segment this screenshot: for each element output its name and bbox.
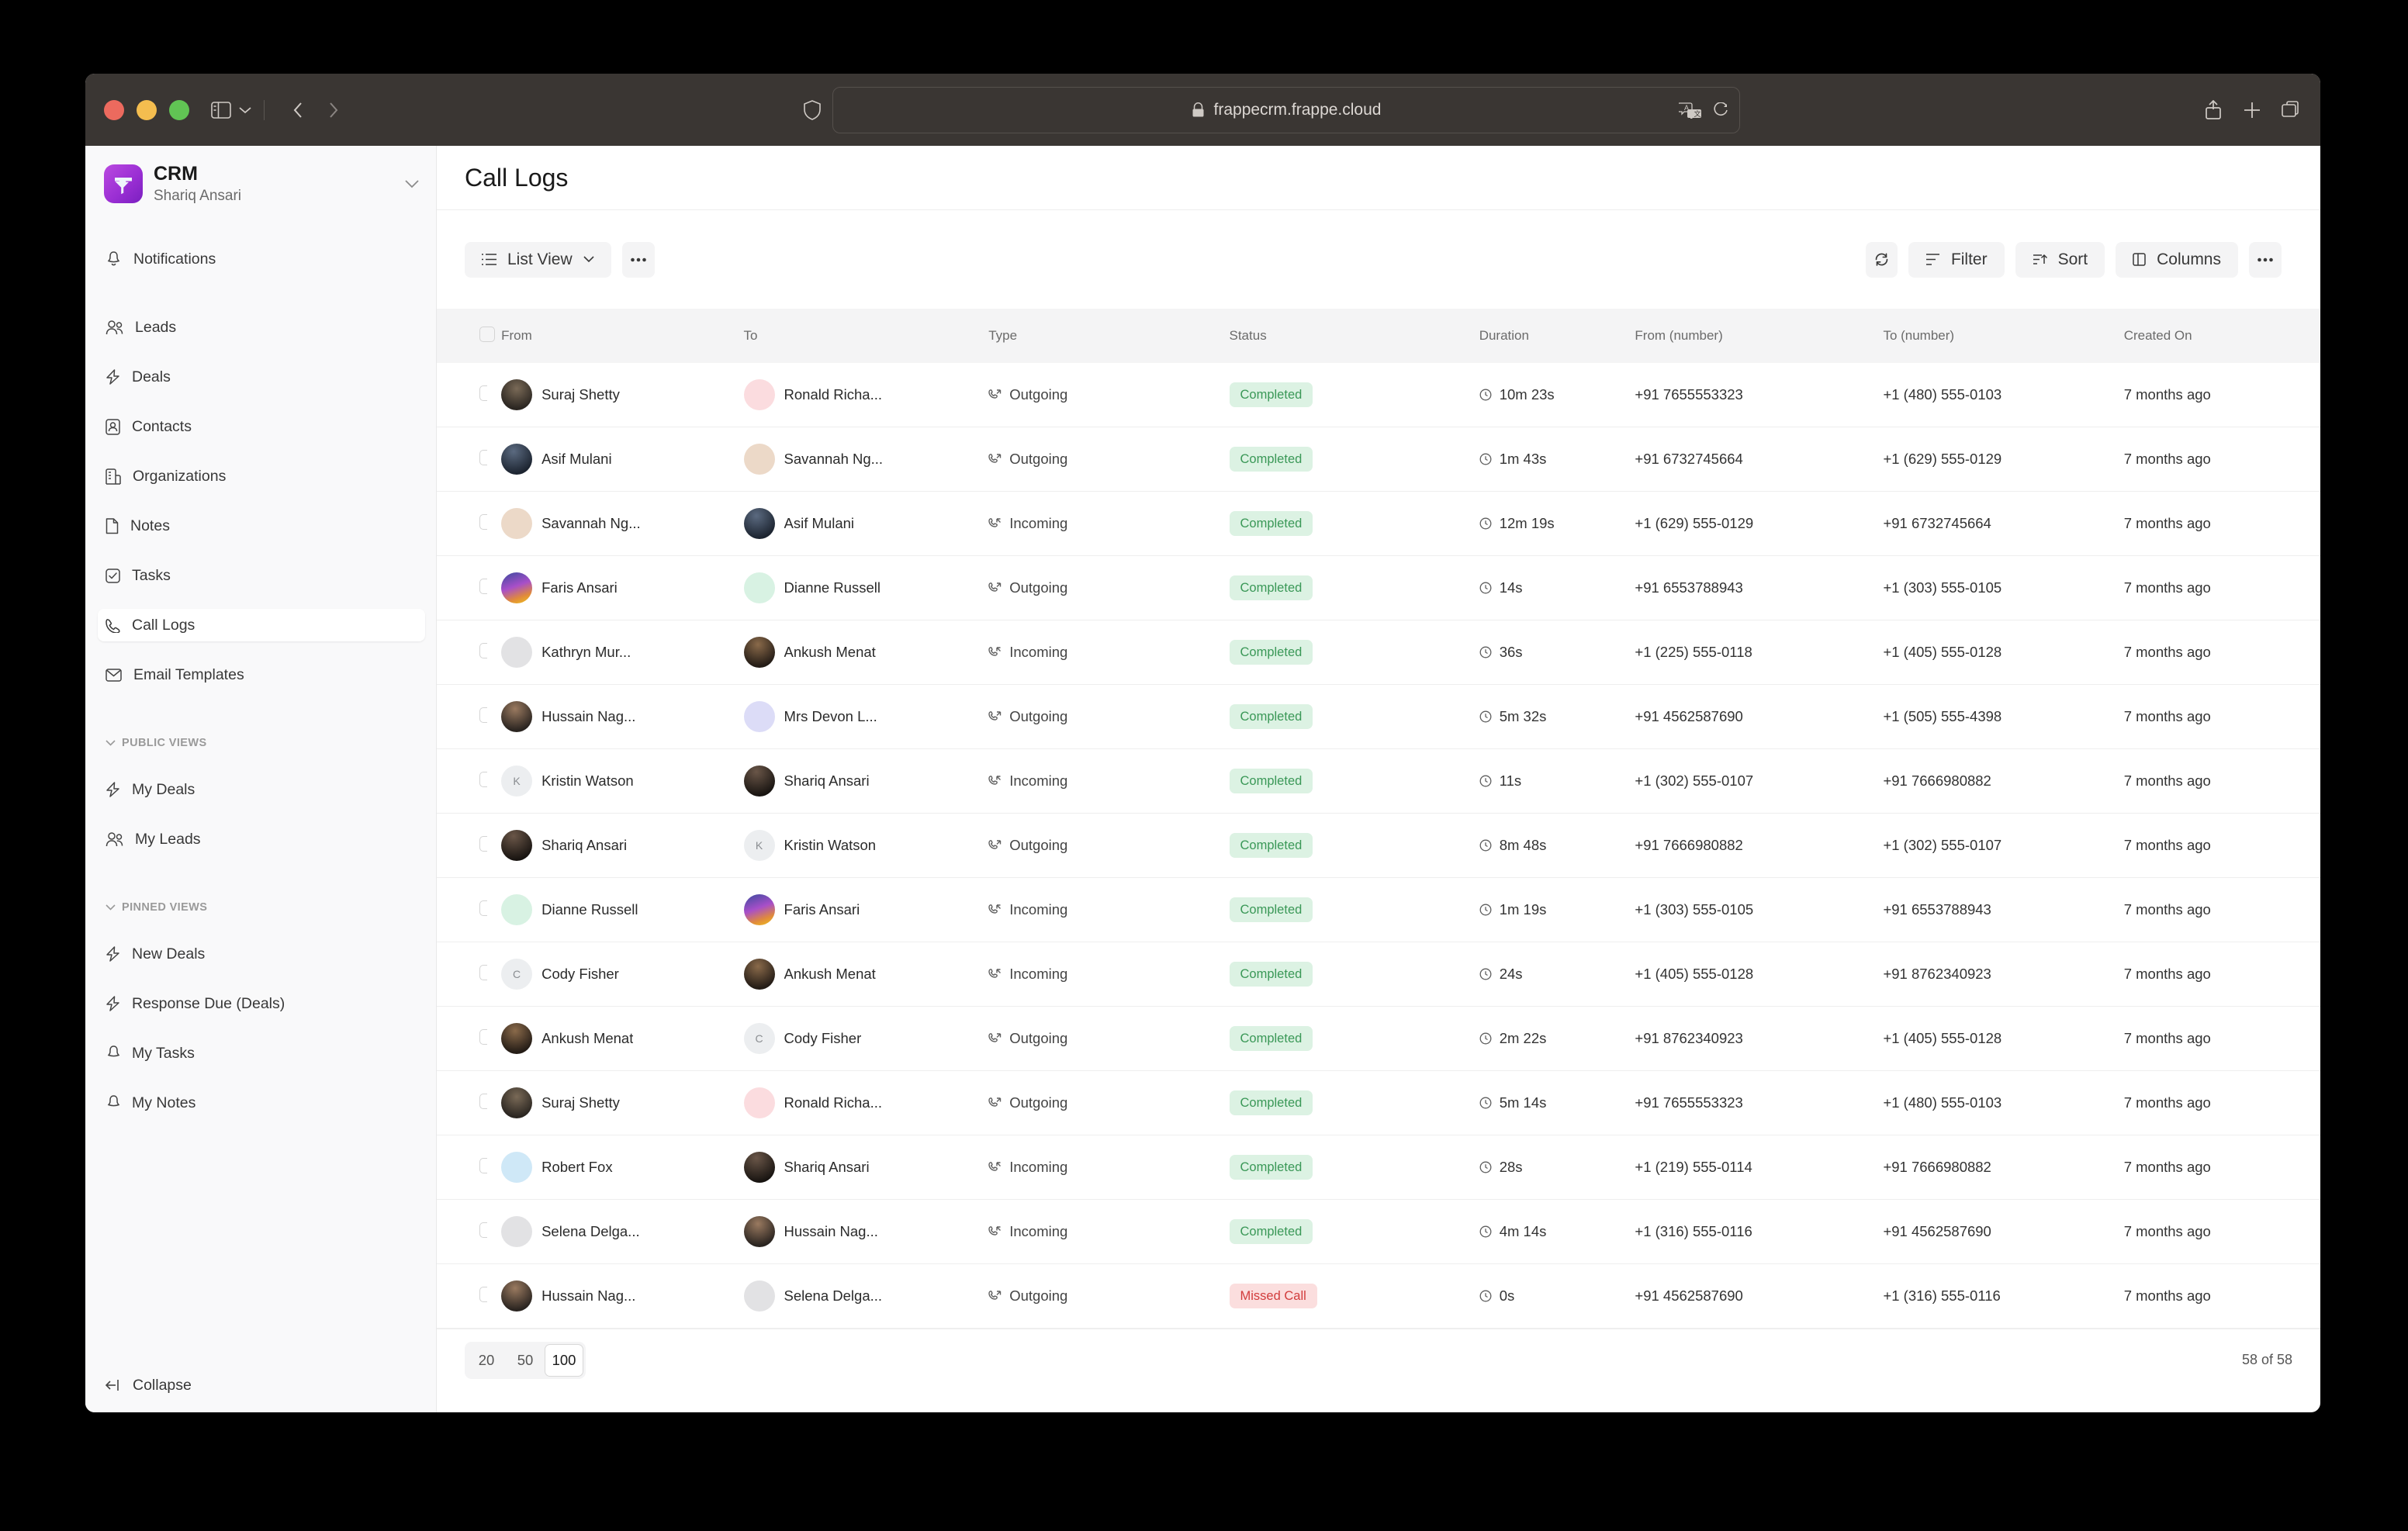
svg-text:文: 文 xyxy=(1694,109,1701,118)
